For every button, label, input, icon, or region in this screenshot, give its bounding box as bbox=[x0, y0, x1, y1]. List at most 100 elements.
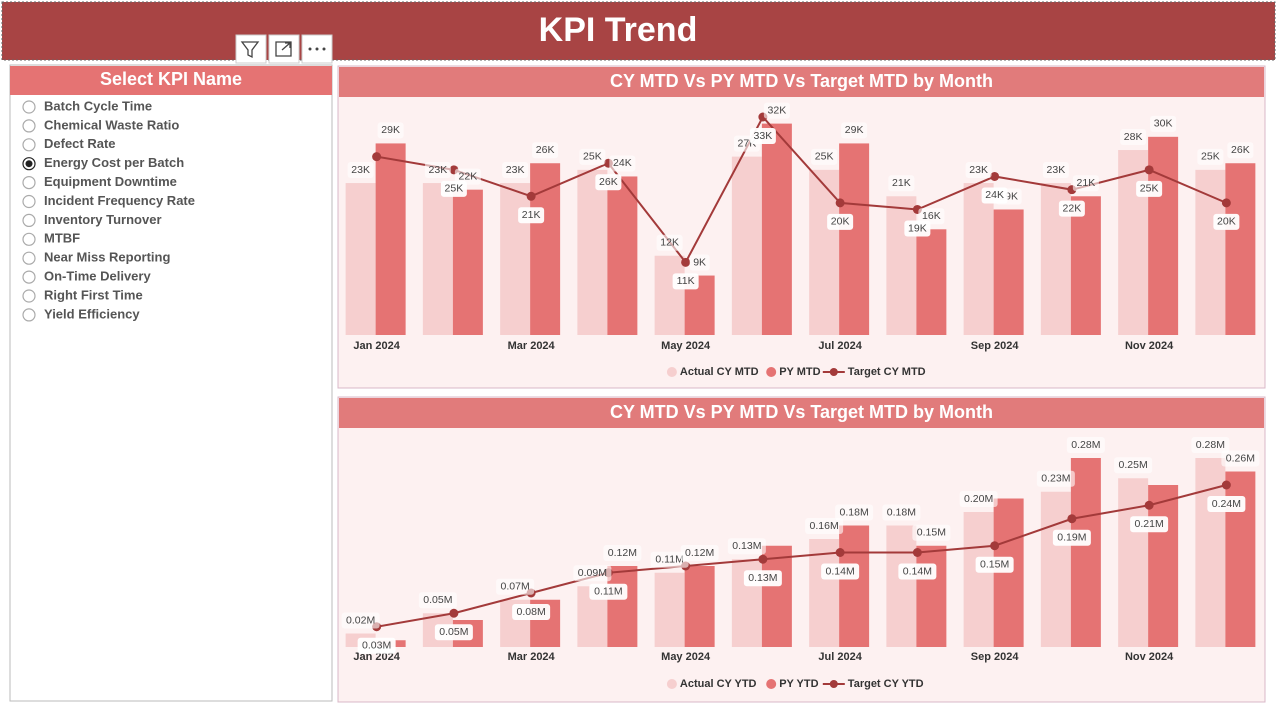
data-label: 26K bbox=[599, 176, 618, 188]
filter-button[interactable] bbox=[235, 34, 267, 64]
bar bbox=[761, 123, 792, 335]
data-label: 23K bbox=[506, 164, 525, 176]
radio-button[interactable] bbox=[22, 289, 36, 303]
radio-button[interactable] bbox=[22, 176, 36, 190]
data-label: 0.24M bbox=[1212, 498, 1241, 510]
slicer-item[interactable]: On-Time Delivery bbox=[44, 269, 151, 284]
bar bbox=[916, 229, 947, 335]
bar bbox=[1148, 136, 1179, 335]
slicer-item[interactable]: Near Miss Reporting bbox=[44, 250, 170, 265]
label-box bbox=[888, 175, 915, 192]
radio-button[interactable] bbox=[22, 213, 36, 227]
label-box bbox=[512, 604, 551, 620]
label-box bbox=[898, 563, 937, 580]
data-label: 23K bbox=[429, 164, 448, 176]
data-label: 0.13M bbox=[748, 572, 777, 584]
data-label: 0.03M bbox=[362, 640, 391, 652]
label-box bbox=[821, 563, 860, 580]
slicer-item[interactable]: Inventory Turnover bbox=[44, 212, 162, 227]
data-label: 33K bbox=[754, 130, 773, 142]
point bbox=[1067, 514, 1077, 524]
point bbox=[990, 541, 1000, 551]
label-box bbox=[440, 180, 467, 197]
radio-button[interactable] bbox=[22, 270, 36, 284]
filter-icon bbox=[240, 41, 260, 59]
more-dot bbox=[322, 47, 326, 51]
slicer-item[interactable]: Incident Frequency Rate bbox=[44, 193, 195, 208]
data-label: 0.18M bbox=[840, 506, 869, 518]
slicer-item[interactable]: Yield Efficiency bbox=[44, 306, 140, 321]
bar bbox=[1070, 458, 1101, 647]
bar bbox=[422, 183, 453, 335]
bar bbox=[500, 183, 531, 335]
radio-button[interactable] bbox=[22, 194, 36, 209]
data-label: 0.23M bbox=[1041, 473, 1070, 485]
chart-title: CY MTD Vs PY MTD Vs Target MTD by Month bbox=[610, 402, 993, 422]
visual-toolbar bbox=[235, 34, 333, 64]
bar bbox=[654, 572, 685, 647]
label-box bbox=[841, 122, 868, 139]
data-label: 23K bbox=[1047, 164, 1066, 176]
header-bar bbox=[1, 1, 1276, 61]
x-tick-label: Jan 2024 bbox=[353, 651, 400, 663]
data-label: 0.28M bbox=[1071, 439, 1100, 451]
data-label: 0.02M bbox=[346, 614, 375, 626]
data-label: 0.13M bbox=[732, 540, 761, 552]
label-box bbox=[1052, 529, 1091, 546]
slicer-item[interactable]: Right First Time bbox=[44, 287, 143, 302]
slicer-item[interactable]: Batch Cycle Time bbox=[44, 98, 152, 113]
data-label: 32K bbox=[768, 104, 787, 116]
bar bbox=[993, 209, 1024, 335]
bar bbox=[839, 143, 870, 335]
radio-button[interactable] bbox=[22, 119, 36, 133]
label-box bbox=[1120, 129, 1147, 146]
label-box bbox=[1227, 142, 1254, 159]
label-box bbox=[959, 491, 998, 507]
bar bbox=[761, 545, 792, 647]
data-label: 25K bbox=[815, 151, 834, 163]
radio-button[interactable] bbox=[22, 100, 36, 114]
radio-button[interactable] bbox=[22, 232, 36, 246]
line bbox=[376, 484, 1227, 628]
label-box bbox=[650, 551, 689, 568]
label-box bbox=[912, 524, 951, 541]
data-label: 0.25M bbox=[1119, 459, 1148, 471]
slicer-item[interactable]: Equipment Downtime bbox=[44, 174, 177, 189]
data-label: 24K bbox=[985, 189, 1004, 201]
data-label: 0.21M bbox=[1135, 518, 1164, 530]
data-label: 30K bbox=[1154, 118, 1173, 130]
data-label: 12K bbox=[660, 237, 679, 249]
data-label: 0.05M bbox=[423, 594, 452, 606]
data-label: 9K bbox=[693, 256, 706, 268]
chart-title-bar bbox=[339, 398, 1264, 428]
slicer-item[interactable]: MTBF bbox=[44, 231, 80, 246]
data-label: 20K bbox=[1217, 216, 1236, 228]
x-tick-label: Jul 2024 bbox=[818, 340, 862, 352]
legend-label: Target CY MTD bbox=[848, 366, 926, 378]
label-box bbox=[1042, 162, 1069, 179]
data-label: 0.08M bbox=[517, 606, 546, 618]
slicer-item[interactable]: Energy Cost per Batch bbox=[44, 155, 184, 170]
page-title: KPI Trend bbox=[539, 11, 698, 49]
radio-button[interactable] bbox=[22, 138, 36, 152]
bar bbox=[375, 143, 406, 335]
point bbox=[835, 198, 845, 208]
data-label: 0.15M bbox=[980, 559, 1009, 571]
label-box bbox=[1130, 516, 1169, 533]
label-box bbox=[532, 142, 559, 159]
bar bbox=[607, 566, 638, 647]
data-label: 0.19M bbox=[1057, 532, 1086, 544]
slicer-item[interactable]: Defect Rate bbox=[44, 136, 116, 151]
bar bbox=[839, 525, 870, 647]
legend-label: Actual CY MTD bbox=[680, 366, 759, 378]
slicer-header bbox=[10, 66, 332, 95]
data-label: 29K bbox=[845, 124, 864, 136]
slicer-item[interactable]: Chemical Waste Ratio bbox=[44, 117, 179, 132]
data-label: 25K bbox=[1140, 183, 1159, 195]
more-dot bbox=[308, 47, 312, 51]
radio-button[interactable] bbox=[22, 308, 36, 322]
radio-button[interactable] bbox=[22, 251, 36, 265]
data-label: 22K bbox=[1063, 202, 1082, 214]
legend-marker bbox=[829, 680, 838, 688]
